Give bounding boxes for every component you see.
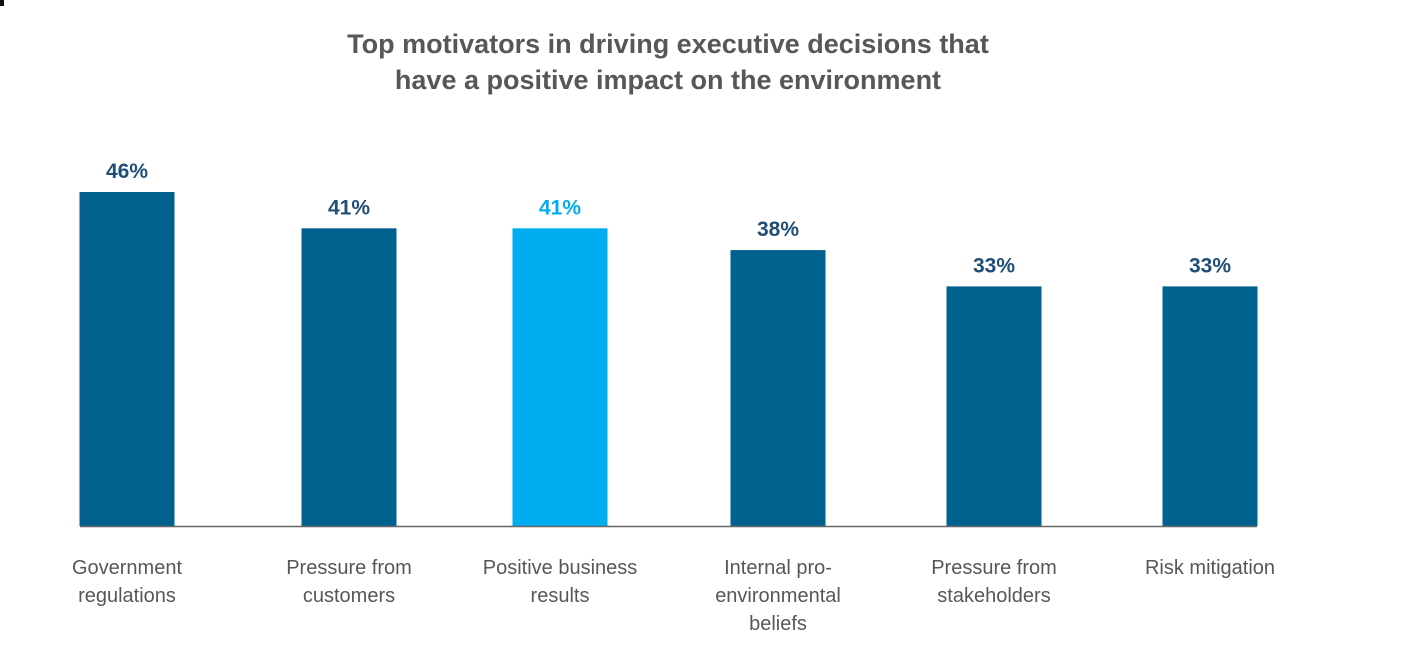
category-label-5: Pressure from stakeholders	[894, 554, 1094, 610]
value-label-1: 46%	[106, 160, 148, 183]
category-label-4-line-2: environmental	[715, 585, 841, 607]
corner-mark	[0, 0, 4, 6]
category-label-3-line-2: results	[530, 585, 590, 607]
bar-6	[1162, 286, 1258, 526]
bar-1	[79, 192, 175, 526]
category-label-4-line-1: Internal pro-	[724, 557, 832, 579]
category-label-1-line-2: regulations	[78, 585, 176, 607]
category-label-6-line-1: Risk mitigation	[1144, 557, 1276, 579]
category-label-3-line-1: Positive business	[482, 557, 638, 579]
value-label-5: 33%	[973, 254, 1015, 277]
category-label-2-line-2: customers	[302, 585, 396, 607]
category-label-4-line-3: beliefs	[749, 613, 807, 635]
category-label-4: Internal pro-environmental beliefs	[678, 554, 878, 638]
value-label-4: 38%	[757, 218, 799, 241]
bars-group	[79, 192, 1258, 526]
value-label-3: 41%	[539, 196, 581, 219]
bar-5	[946, 286, 1042, 526]
bar-4	[730, 250, 826, 526]
category-label-5-line-1: Pressure from	[931, 557, 1057, 579]
category-label-6: Risk mitigation	[1110, 554, 1310, 582]
chart-title-line-1: Top motivators in driving executive deci…	[347, 29, 989, 59]
value-label-2: 41%	[328, 196, 370, 219]
category-label-3: Positive business results	[460, 554, 660, 610]
category-label-5-line-2: stakeholders	[937, 585, 1051, 607]
bar-2	[301, 228, 397, 526]
category-label-1: Government regulations	[27, 554, 227, 610]
value-label-6: 33%	[1189, 254, 1231, 277]
chart-title-line-2: have a positive impact on the environmen…	[394, 65, 942, 95]
value-labels-group: 46% 41% 41% 38% 33% 33%	[106, 160, 1231, 277]
category-label-1-line-1: Government	[71, 557, 183, 579]
bar-3	[512, 228, 608, 526]
category-label-2: Pressure from customers	[249, 554, 449, 610]
category-label-2-line-1: Pressure from	[286, 557, 412, 579]
chart-title: Top motivators in driving executive deci…	[268, 26, 1068, 98]
